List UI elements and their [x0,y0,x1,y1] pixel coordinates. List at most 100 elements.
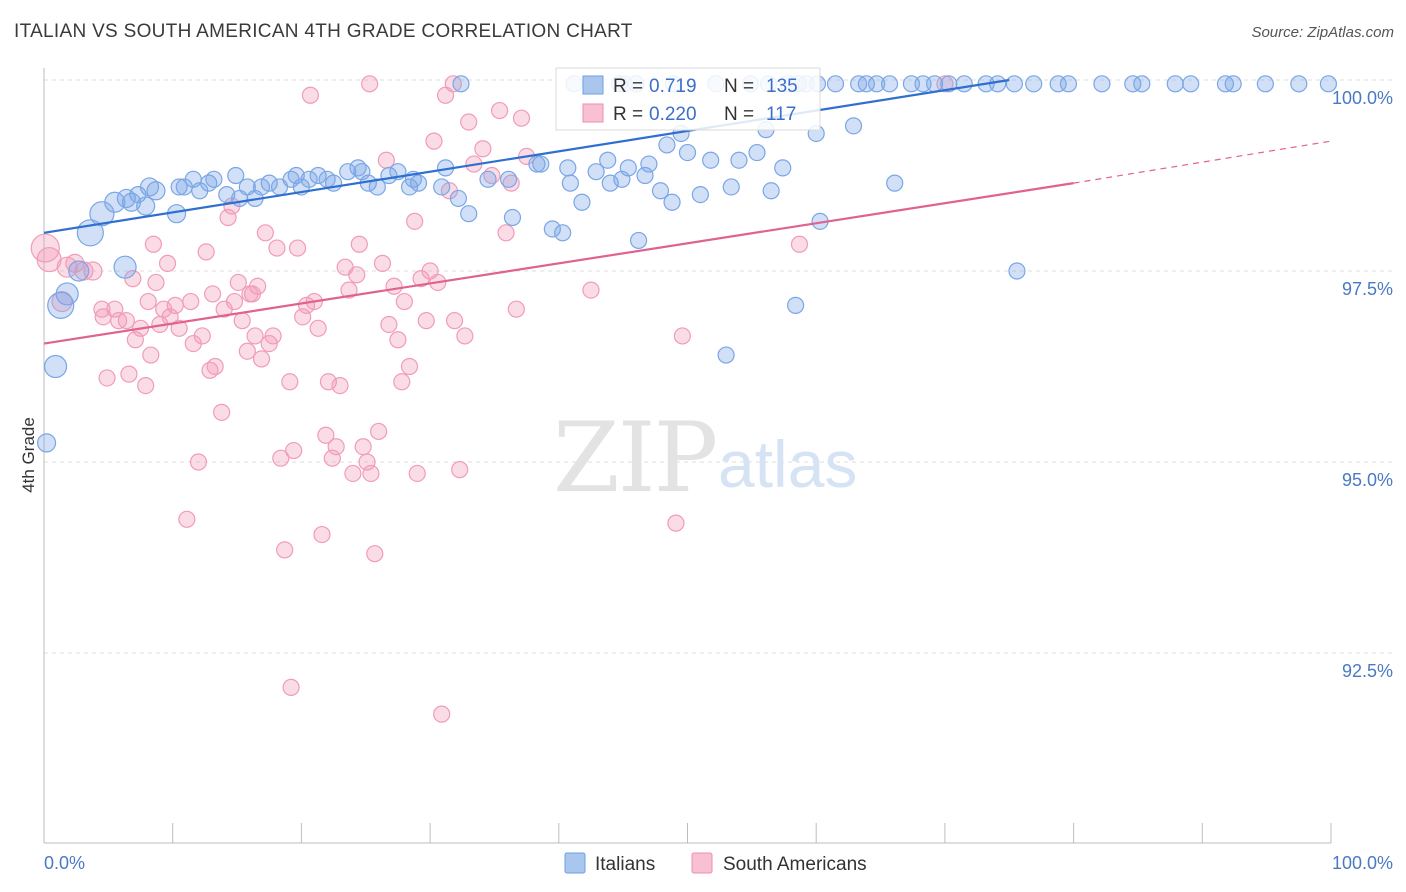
data-point [144,235,162,253]
watermark: ZIP atlas [553,402,857,514]
series-italians-points [36,75,1338,453]
data-point [582,281,600,299]
data-point [98,369,116,387]
data-point [1166,75,1184,93]
data-point [380,315,398,334]
data-point [787,296,805,314]
data-point [218,186,236,204]
data-point [146,181,166,201]
data-point [288,239,307,257]
data-point [663,193,681,211]
data-point [43,354,68,379]
data-point [361,75,379,93]
data-point [158,254,177,272]
data-point [408,464,426,483]
data-point [264,327,282,345]
data-point [500,170,518,188]
data-point [89,201,115,227]
data-point [189,453,208,471]
data-point [282,678,300,696]
data-point [599,151,617,169]
data-point [252,178,271,196]
data-point [385,277,403,295]
legend-n-label-south-americans: N = [724,104,754,125]
data-point [227,166,245,185]
data-point [460,113,478,131]
data-point [774,159,792,177]
data-point [667,514,685,532]
legend-r-value-south-americans: 0.220 [649,104,697,125]
data-point [880,75,899,93]
data-point [83,261,103,281]
data-point [238,342,256,360]
data-point [425,132,443,150]
data-point [268,239,286,257]
y-tick-labels: 100.0% 97.5% 95.0% 92.5% [1332,88,1393,681]
legend-n-label-italians: N = [724,76,754,97]
data-point [55,282,79,306]
legend-r-label-south-americans: R = [613,104,643,125]
data-point [197,243,215,261]
data-point [272,449,290,467]
trend-line [43,78,1010,234]
data-point [252,350,271,368]
data-point [543,220,561,238]
data-point [395,292,413,311]
data-point [507,300,525,318]
data-point [573,193,591,211]
watermark-zip: ZIP [553,402,716,514]
data-point [1059,75,1078,93]
data-point [331,377,349,395]
legend-r-label-italians: R = [613,76,643,97]
trend-lines [43,78,1332,345]
data-point [451,461,469,479]
data-point [406,212,424,230]
data-point [717,346,735,364]
data-point [417,312,435,330]
data-point [281,373,299,391]
data-point [276,541,294,559]
data-point [554,224,572,242]
data-point [182,292,200,311]
data-point [348,266,366,284]
bottom-legend-label-italians: Italians [595,854,655,875]
data-point [474,140,492,158]
y-tick-label: 95.0% [1342,470,1393,490]
data-point [678,143,697,162]
data-point [460,205,478,223]
data-point [203,285,222,303]
watermark-atlas: atlas [718,427,857,501]
data-point [116,188,136,209]
data-point [366,545,384,563]
legend-r-value-italians: 0.719 [649,76,697,97]
data-point [658,136,676,154]
chart-title: ITALIAN VS SOUTH AMERICAN 4TH GRADE CORR… [14,21,633,42]
data-point [147,273,165,292]
data-point [393,373,411,391]
data-point [300,170,318,188]
trend-line [43,182,1074,345]
data-point [826,75,845,93]
data-point [1008,262,1026,280]
chart-source: Source: ZipAtlas.com [1251,24,1394,41]
data-point [317,426,335,444]
data-point [691,186,709,204]
data-point [722,178,740,196]
data-point [139,292,157,311]
bottom-legend-swatch-south-americans [691,852,713,874]
data-point [790,235,809,253]
data-point [313,525,331,544]
series-legend: Italians South Americans [564,852,867,875]
data-point [629,231,648,250]
data-point [1319,75,1338,93]
data-point [339,163,357,181]
data-point [327,438,345,456]
x-tick-labels: 0.0% 100.0% [44,853,1393,873]
data-point [249,277,267,295]
data-point [433,178,451,196]
data-point [373,254,392,272]
data-point [354,438,372,456]
data-point [528,155,546,173]
data-point [362,464,380,483]
y-axis-label: 4th Grade [19,417,38,493]
